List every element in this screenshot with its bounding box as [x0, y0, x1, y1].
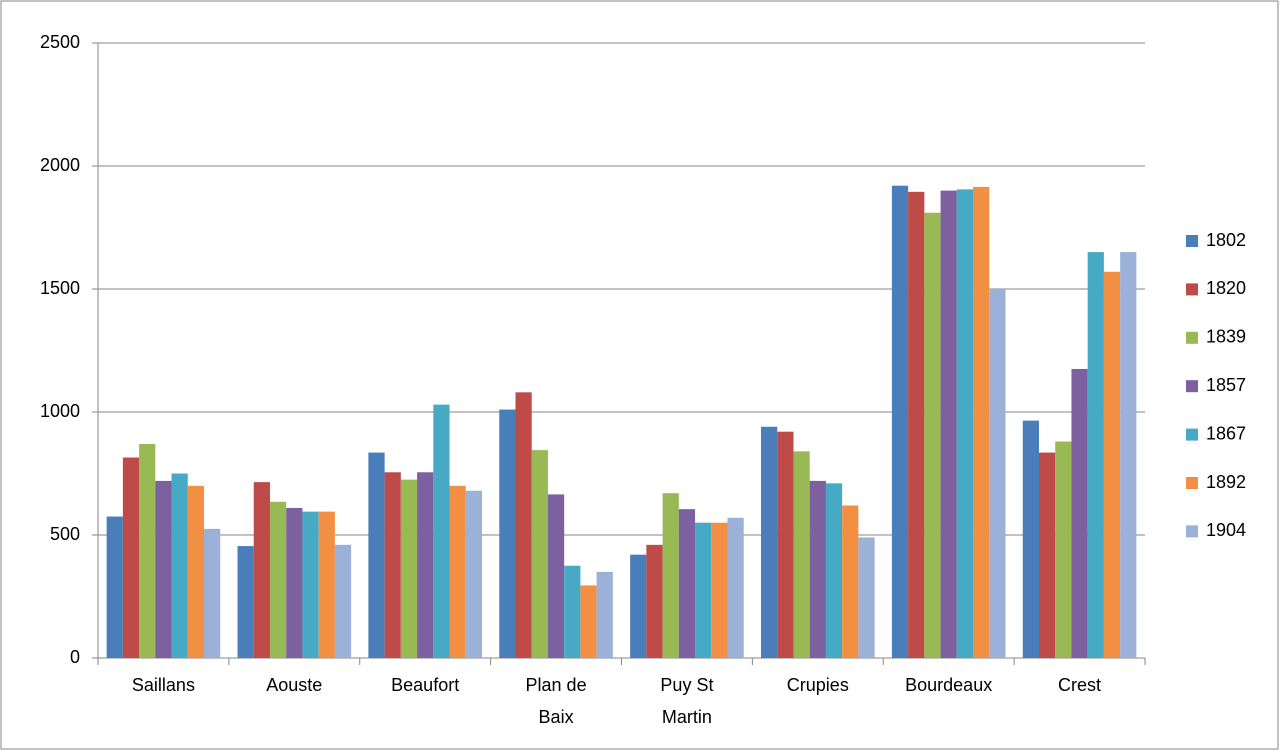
y-tick-label: 1500 [40, 278, 80, 298]
bar [1120, 252, 1137, 658]
y-tick-label: 1000 [40, 401, 80, 421]
bar [662, 493, 679, 658]
x-tick-label: Aouste [266, 675, 322, 695]
bar [793, 451, 810, 658]
bar [368, 452, 385, 658]
bar [908, 191, 925, 658]
y-tick-label: 2000 [40, 155, 80, 175]
bar [302, 511, 319, 658]
bar [384, 472, 401, 658]
bar [678, 509, 696, 658]
bar [711, 522, 728, 658]
legend-label: 1867 [1206, 423, 1246, 443]
legend-label: 1820 [1206, 278, 1246, 298]
y-tick-label: 500 [50, 524, 80, 544]
bar [433, 404, 450, 658]
bar [842, 505, 859, 658]
x-tick-label: Plan de Baix [526, 675, 587, 727]
bar [499, 409, 516, 658]
bar [891, 185, 909, 658]
x-tick-label: Bourdeaux [905, 675, 992, 695]
bar [1087, 252, 1104, 658]
x-tick-label: Saillans [132, 675, 195, 695]
legend-label: 1802 [1206, 230, 1246, 250]
bar [1071, 368, 1088, 658]
bar [858, 537, 875, 658]
legend-swatch [1186, 331, 1198, 344]
bar [1038, 452, 1056, 658]
bar [596, 571, 613, 658]
bar [809, 480, 826, 658]
bar [1055, 441, 1072, 658]
legend-label: 1839 [1206, 327, 1246, 347]
bar [630, 554, 647, 658]
legend-swatch [1186, 380, 1198, 393]
legend-swatch [1186, 525, 1198, 538]
x-tick-label: Crest [1058, 675, 1101, 695]
y-tick-label: 0 [70, 647, 80, 667]
bar [237, 546, 254, 658]
bar [695, 522, 712, 658]
bar [580, 585, 597, 658]
bar [139, 443, 156, 658]
bar [777, 431, 794, 658]
legend-label: 1857 [1206, 375, 1246, 395]
bar [253, 482, 270, 658]
bar [531, 450, 548, 658]
legend-label: 1904 [1206, 520, 1246, 540]
bar [564, 565, 581, 658]
bar [269, 501, 287, 658]
bar [989, 289, 1006, 658]
bar [171, 473, 188, 658]
bar [515, 392, 532, 658]
bar [956, 189, 974, 658]
bar [449, 485, 466, 658]
bar [204, 528, 221, 658]
bar [286, 507, 303, 658]
bar [547, 494, 565, 658]
x-tick-label: Puy St Martin [660, 675, 713, 727]
bar [1022, 420, 1039, 658]
bar [400, 479, 418, 658]
bar [155, 480, 172, 658]
bar [924, 212, 941, 659]
bar [334, 544, 352, 658]
bar [727, 517, 744, 658]
bar [761, 426, 778, 658]
bar [973, 186, 990, 658]
bar [122, 457, 140, 658]
legend-swatch [1186, 428, 1198, 441]
legend-swatch [1186, 235, 1198, 247]
bar [1103, 271, 1121, 658]
legend-swatch [1186, 283, 1198, 296]
bar [187, 485, 205, 658]
y-tick-label: 2500 [40, 32, 80, 52]
bar [106, 516, 123, 658]
x-tick-label: Beaufort [391, 675, 459, 695]
bar [825, 483, 843, 658]
legend-swatch [1186, 477, 1198, 489]
bar [465, 490, 482, 658]
bar [417, 472, 434, 658]
legend-label: 1892 [1206, 472, 1246, 492]
bar [940, 190, 957, 658]
x-tick-label: Crupies [787, 675, 849, 695]
bar [646, 544, 663, 658]
bar [318, 511, 335, 658]
